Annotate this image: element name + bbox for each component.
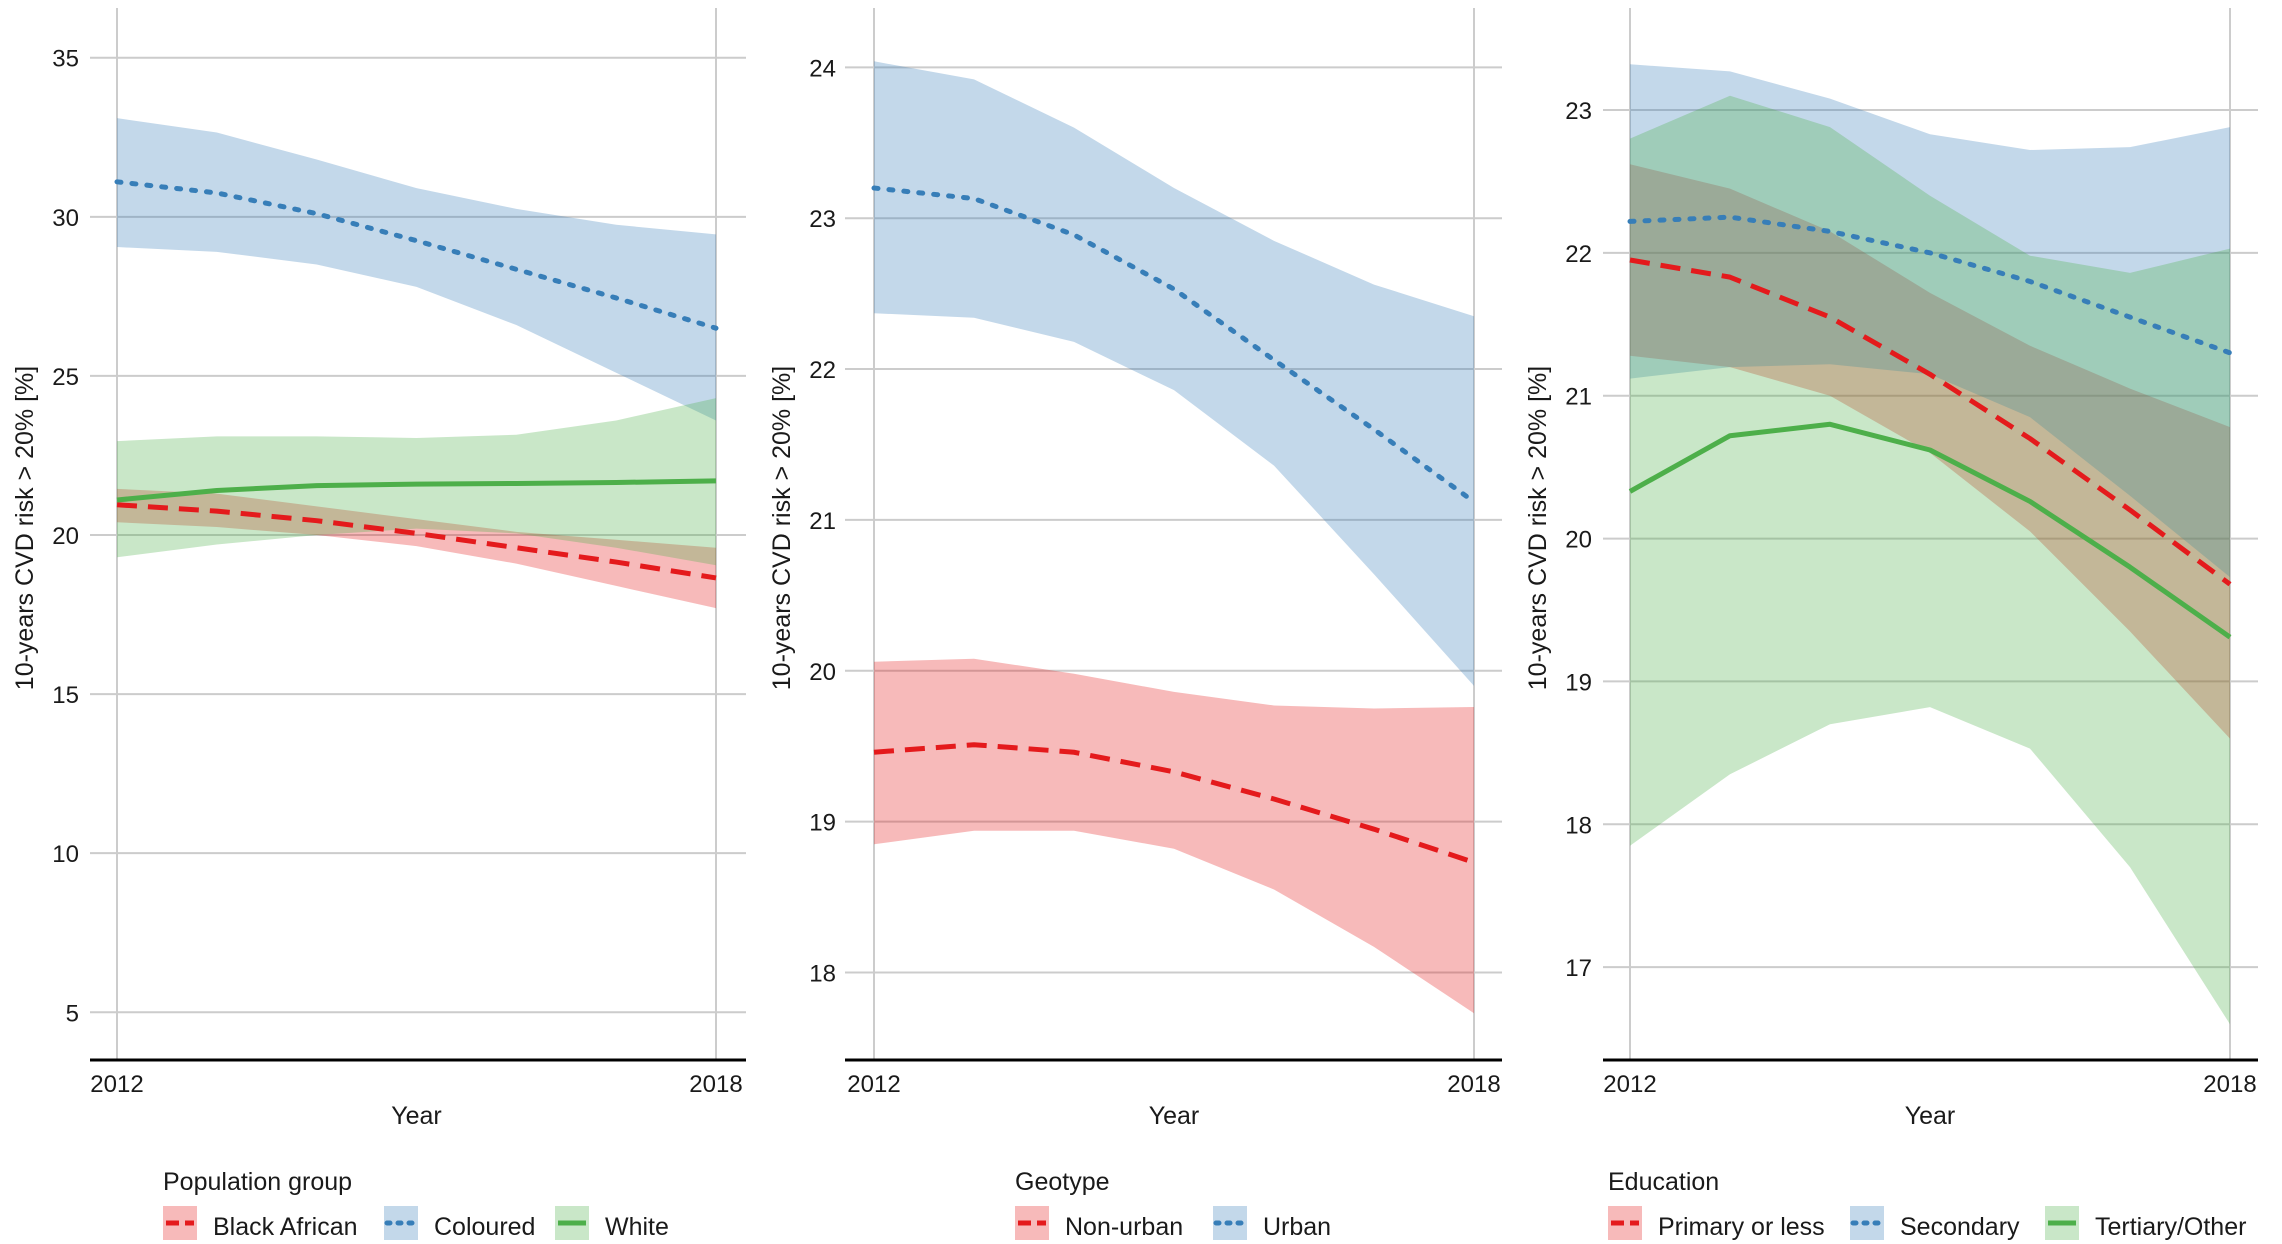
legend-title: Geotype	[1015, 1168, 1110, 1196]
series-line-secondary	[1627, 214, 2233, 356]
legend-label-white: White	[605, 1213, 669, 1241]
y-tick-label: 19	[809, 810, 836, 837]
legend-label-primary-or-less: Primary or less	[1658, 1213, 1825, 1241]
legend-title: Population group	[163, 1168, 352, 1196]
y-tick-label: 23	[1565, 98, 1592, 125]
y-tick-label: 22	[1565, 241, 1592, 268]
x-tick-label: 2012	[90, 1071, 143, 1098]
x-tick-label: 2012	[1603, 1071, 1656, 1098]
confidence-band-secondary	[1630, 64, 2230, 578]
y-tick-label: 20	[52, 523, 79, 550]
series-line-coloured	[114, 179, 719, 331]
legend-label-tertiary-other: Tertiary/Other	[2095, 1213, 2246, 1241]
y-tick-label: 25	[52, 364, 79, 391]
y-tick-label: 19	[1565, 669, 1592, 696]
series-line-black-african	[116, 502, 717, 581]
y-tick-label: 30	[52, 205, 79, 232]
y-tick-label: 18	[1565, 812, 1592, 839]
x-tick-label: 2018	[2203, 1071, 2256, 1098]
chart-panel-population-group: 5 10 15 20 25 30 35 2012 2018 Year 10-years CVD ri…	[11, 8, 746, 1241]
confidence-band-urban	[874, 61, 1474, 686]
y-tick-label: 21	[809, 508, 836, 535]
series-line-urban	[871, 185, 1477, 505]
confidence-band-tertiary-other	[1630, 95, 2230, 1025]
series-line-primary-or-less	[1629, 257, 2232, 587]
legend-label-non-urban: Non-urban	[1065, 1213, 1183, 1241]
confidence-band-non-urban	[874, 658, 1474, 1014]
y-tick-label: 18	[809, 961, 836, 988]
legend-label-secondary: Secondary	[1900, 1213, 2020, 1241]
series-line-tertiary-other	[1628, 421, 2232, 640]
confidence-band-coloured	[117, 118, 716, 421]
series-line-white	[116, 478, 717, 503]
y-tick-label: 5	[66, 1000, 79, 1027]
y-tick-label: 20	[1565, 527, 1592, 554]
y-tick-label: 23	[809, 206, 836, 233]
confidence-band-black-african	[117, 488, 716, 609]
y-axis-title: 10-years CVD risk > 20% [%]	[1524, 366, 1552, 690]
x-tick-label: 2018	[689, 1071, 742, 1098]
series-line-non-urban	[873, 742, 1475, 865]
y-axis-title: 10-years CVD risk > 20% [%]	[768, 366, 796, 690]
x-axis-title: Year	[1905, 1102, 1956, 1130]
x-tick-label: 2018	[1447, 1071, 1500, 1098]
x-axis-title: Year	[391, 1102, 442, 1130]
x-tick-label: 2012	[847, 1071, 900, 1098]
legend-label-urban: Urban	[1263, 1213, 1331, 1241]
x-axis-title: Year	[1149, 1102, 1200, 1130]
y-tick-label: 10	[52, 841, 79, 868]
legend-title: Education	[1608, 1168, 1719, 1196]
chart-panel-education: 17 18 19 20 21 22 23 2012 2018 Year 10-years CVD r…	[1524, 8, 2258, 1241]
y-tick-label: 22	[809, 357, 836, 384]
y-tick-label: 20	[809, 659, 836, 686]
y-tick-label: 15	[52, 682, 79, 709]
legend-label-coloured: Coloured	[434, 1213, 535, 1241]
chart-panel-geotype: 18 19 20 21 22 23 24 2012 2018 Year 10-years CVD r…	[768, 8, 1502, 1241]
y-axis-title: 10-years CVD risk > 20% [%]	[11, 366, 39, 690]
y-tick-label: 17	[1565, 955, 1592, 982]
y-tick-label: 35	[52, 46, 79, 73]
y-tick-label: 21	[1565, 384, 1592, 411]
legend-label-black-african: Black African	[213, 1213, 358, 1241]
y-tick-label: 24	[809, 55, 836, 82]
